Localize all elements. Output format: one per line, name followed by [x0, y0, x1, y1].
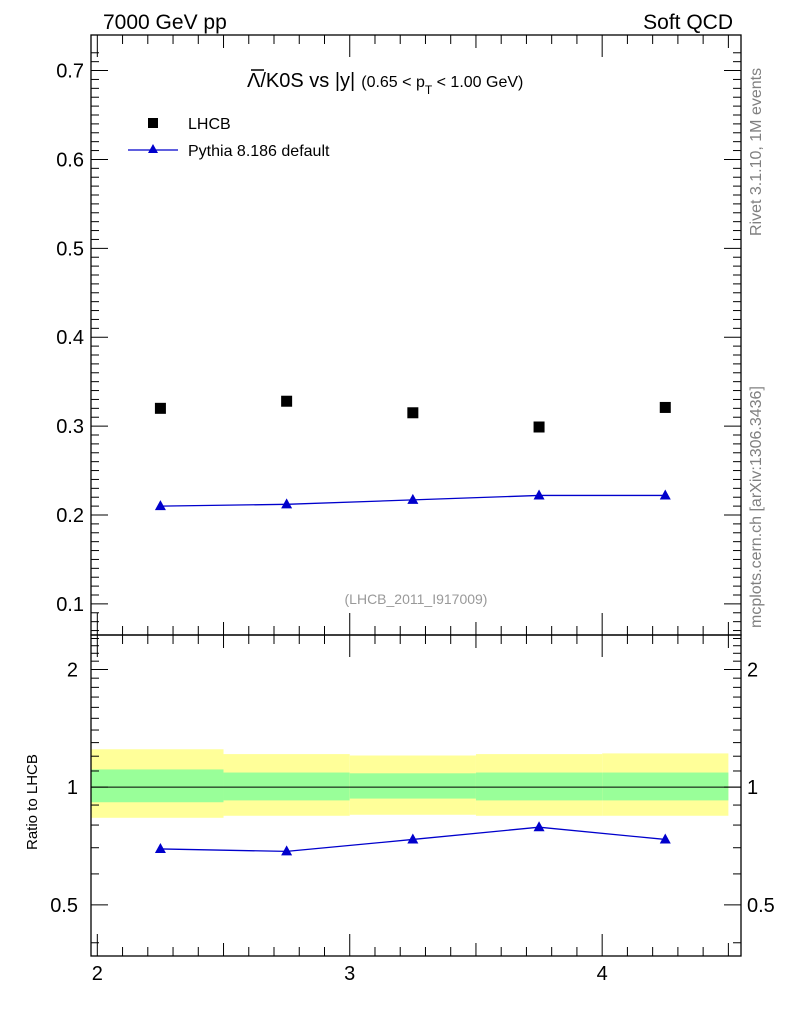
lhcb-point: [533, 421, 545, 433]
energy-label: 7000 GeV pp: [103, 11, 227, 34]
y-tick-label: 0.1: [56, 594, 84, 616]
ratio-y-tick-label-right: 2: [747, 659, 758, 681]
legend-marker-pythia: [148, 144, 158, 153]
ratio-pythia-point: [281, 845, 293, 856]
legend-label-lhcb: LHCB: [188, 116, 231, 133]
rivet-version-label: Rivet 3.1.10, 1M events: [748, 68, 765, 236]
ratio-panel: 0.5 0.5 1 1 2 2 2 3 4 Ratio to LHCB: [24, 634, 775, 985]
ratio-y-tick-labels: 0.5 0.5 1 1 2 2: [50, 659, 775, 916]
pythia-point: [281, 498, 293, 509]
inner-band: [349, 773, 476, 799]
y-tick-label: 0.7: [56, 61, 84, 83]
lhcb-point: [281, 395, 293, 407]
ratio-pythia-point: [533, 821, 545, 832]
legend-label-pythia: Pythia 8.186 default: [188, 143, 330, 160]
inner-band: [475, 772, 603, 801]
main-y-tick-labels: 0.1 0.2 0.3 0.4 0.5 0.6 0.7: [56, 61, 84, 616]
mcplots-label: mcplots.cern.ch [arXiv:1306.3436]: [748, 386, 765, 628]
ratio-y-tick-label-right: 0.5: [747, 895, 775, 917]
ratio-pythia-point: [659, 833, 671, 844]
y-tick-label: 0.6: [56, 149, 84, 171]
main-axis-ticks: [91, 35, 741, 635]
main-series: [154, 395, 671, 511]
ratio-axis-ticks: [91, 635, 741, 956]
inner-band: [602, 772, 729, 801]
x-tick-label: 3: [344, 963, 355, 985]
ratio-y-tick-label: 0.5: [50, 895, 78, 917]
y-tick-label: 0.5: [56, 238, 84, 260]
title-cut-prefix: (0.65 < p: [361, 74, 425, 91]
title-ratio: /K0S vs |y|: [260, 70, 355, 92]
legend-marker-lhcb: [148, 118, 158, 128]
x-tick-label: 2: [92, 963, 103, 985]
pythia-point: [154, 500, 166, 511]
ratio-bands: [91, 749, 729, 818]
ratio-pythia-point: [407, 833, 419, 844]
ratio-ylabel: Ratio to LHCB: [24, 754, 41, 850]
analysis-watermark: (LHCB_2011_I917009): [345, 591, 488, 607]
main-panel: 0.1 0.2 0.3 0.4 0.5 0.6 0.7 Λ/K0S vs |y| (0.65 …: [56, 34, 742, 636]
ratio-pythia-point: [154, 842, 166, 853]
ratio-y-tick-label: 2: [67, 659, 78, 681]
pythia-point: [407, 493, 419, 504]
inner-band: [223, 772, 350, 801]
chart-title: Λ/K0S vs |y| (0.65 < pT < 1.00 GeV): [247, 70, 523, 97]
category-label: Soft QCD: [643, 11, 733, 34]
y-tick-label: 0.4: [56, 327, 84, 349]
title-cut-suffix: < 1.00 GeV): [432, 74, 523, 91]
ratio-y-tick-label-right: 1: [747, 777, 758, 799]
x-tick-label: 4: [597, 963, 608, 985]
y-tick-label: 0.2: [56, 505, 84, 527]
title-cut-subscript: T: [425, 83, 433, 97]
y-tick-label: 0.3: [56, 416, 84, 438]
legend: LHCB Pythia 8.186 default: [128, 116, 330, 160]
pythia-point: [659, 489, 671, 500]
lhcb-point: [659, 401, 671, 413]
ratio-y-tick-label: 1: [67, 777, 78, 799]
ratio-series: [154, 821, 671, 856]
lhcb-point: [154, 402, 166, 414]
inner-band: [91, 769, 224, 803]
ratio-frame: [90, 634, 742, 957]
x-tick-labels: 2 3 4: [92, 963, 608, 985]
title-lambda: Λ: [247, 70, 261, 92]
lhcb-point: [407, 407, 419, 419]
pythia-point: [533, 489, 545, 500]
